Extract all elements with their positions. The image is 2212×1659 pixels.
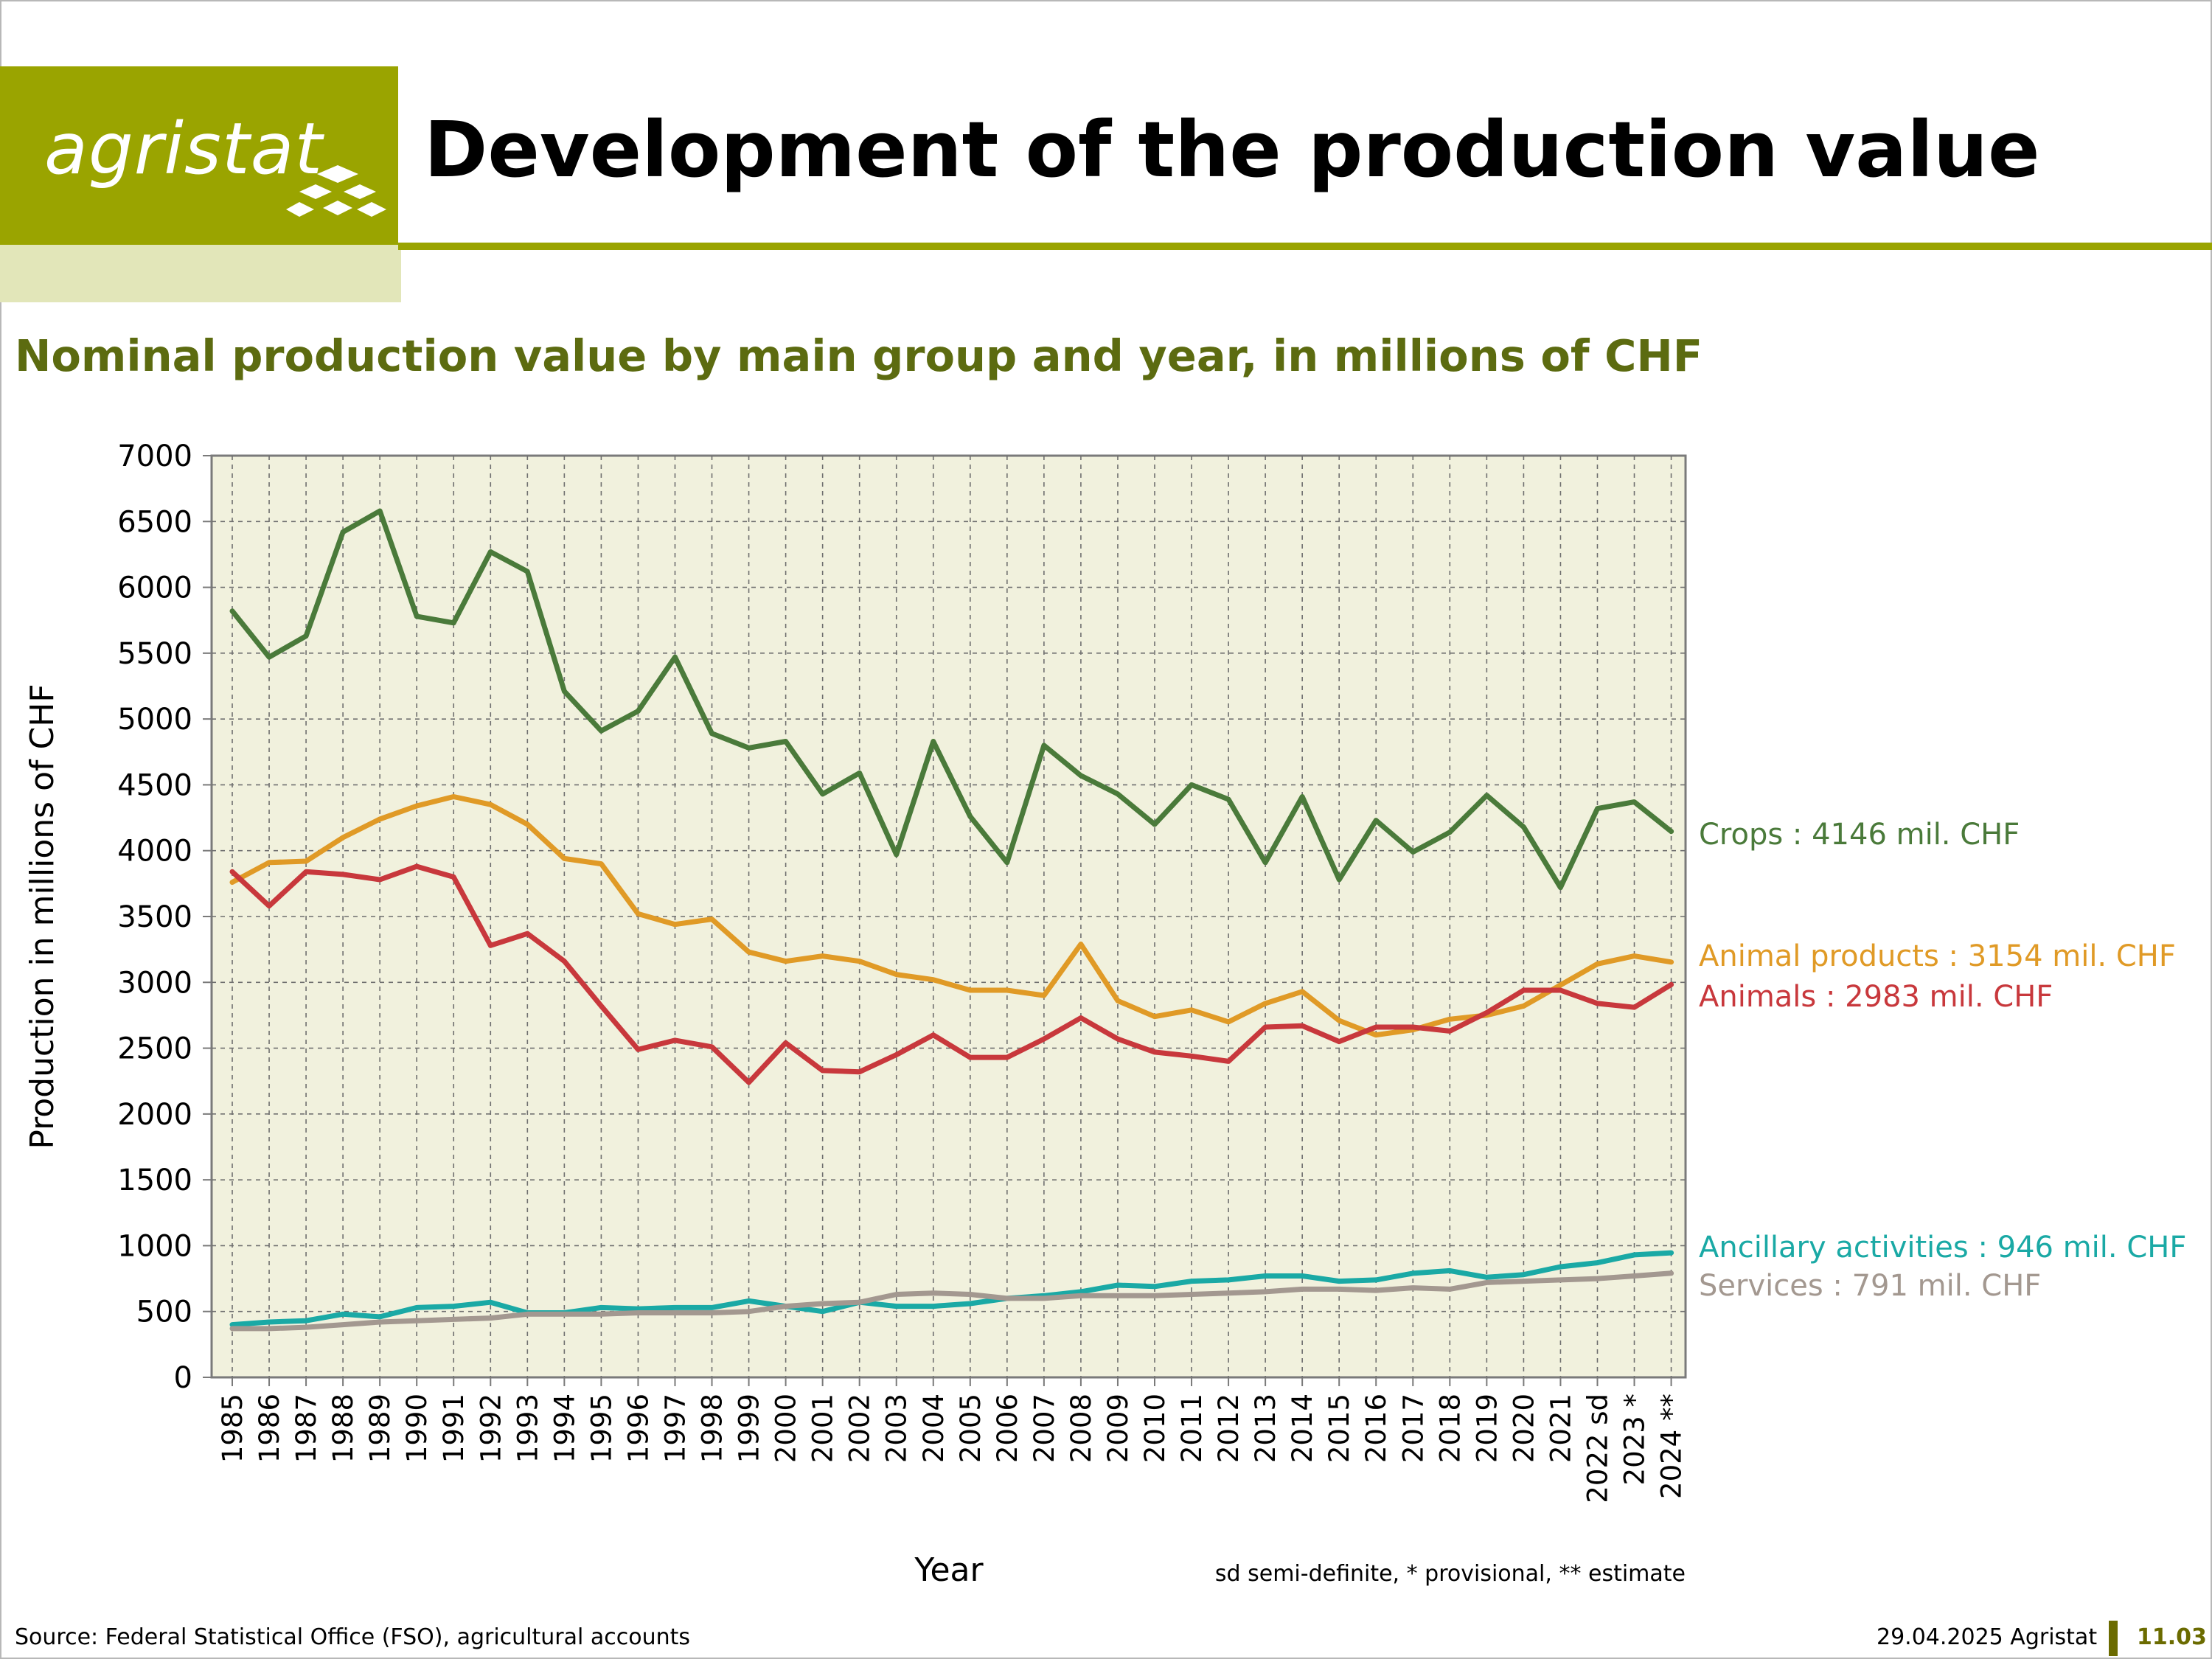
logo-banner xyxy=(0,66,398,245)
x-tick-label: 2019 xyxy=(1471,1394,1503,1463)
x-tick-label: 2014 xyxy=(1287,1394,1318,1463)
x-tick-label: 2005 xyxy=(955,1394,987,1463)
x-tick-label: 2018 xyxy=(1434,1394,1466,1463)
x-tick-label: 2017 xyxy=(1397,1394,1429,1463)
x-tick-label: 2006 xyxy=(992,1394,1023,1463)
series-line-services xyxy=(229,1270,1674,1332)
title-rule xyxy=(398,243,2212,250)
x-tick-label: 1997 xyxy=(659,1394,691,1463)
y-axis-label: Production in millions of CHF xyxy=(24,684,61,1149)
source-note: Source: Federal Statistical Office (FSO)… xyxy=(15,1624,691,1650)
y-tick-label: 7000 xyxy=(117,439,192,473)
y-tick-label: 1000 xyxy=(117,1229,192,1263)
series-labels: Crops : 4146 mil. CHF Animal products : 3… xyxy=(1699,818,2186,1303)
x-tick-label: 2011 xyxy=(1176,1394,1208,1463)
x-tick-label: 2008 xyxy=(1065,1394,1097,1463)
series-label-services: Services : 791 mil. CHF xyxy=(1699,1269,2041,1303)
series-line-crops xyxy=(229,508,1674,891)
y-tick-label: 3000 xyxy=(117,966,192,1000)
x-tick-label: 1989 xyxy=(364,1394,396,1463)
x-tick-label: 2020 xyxy=(1508,1394,1540,1463)
y-tick-label: 4500 xyxy=(117,768,192,802)
x-tick-label: 2023 * xyxy=(1619,1394,1651,1485)
x-tick-label: 1988 xyxy=(327,1394,359,1463)
x-tick-label: 2000 xyxy=(771,1394,802,1463)
series-label-ancillary-activities: Ancillary activities : 946 mil. CHF xyxy=(1699,1231,2186,1265)
y-tick-label: 2000 xyxy=(117,1098,192,1132)
x-tick-label: 2007 xyxy=(1029,1394,1060,1463)
x-tick-label: 2001 xyxy=(807,1394,839,1463)
x-tick-label: 2010 xyxy=(1139,1394,1171,1463)
series-line-animal-products xyxy=(229,794,1674,1038)
chart-footnote: sd semi-definite, * provisional, ** esti… xyxy=(1215,1561,1686,1587)
x-tick-label: 1990 xyxy=(401,1394,433,1463)
x-tick-label: 2012 xyxy=(1213,1394,1245,1463)
x-tick-label: 1987 xyxy=(291,1394,322,1463)
x-tick-label: 2013 xyxy=(1250,1394,1281,1463)
x-tick-label: 1991 xyxy=(438,1394,470,1463)
x-tick-label: 1986 xyxy=(254,1394,285,1463)
x-tick-label: 1985 xyxy=(217,1394,248,1463)
x-tick-label: 1995 xyxy=(585,1394,617,1463)
x-tick-label: 1992 xyxy=(475,1394,507,1463)
logo-text: agristat xyxy=(44,108,324,190)
x-tick-label: 2016 xyxy=(1360,1394,1392,1463)
footer-date: 29.04.2025 Agristat xyxy=(1877,1624,2098,1650)
y-tick-label: 500 xyxy=(136,1295,192,1329)
x-tick-label: 2022 sd xyxy=(1582,1394,1613,1503)
y-tick-label: 6500 xyxy=(117,505,192,539)
y-tick-label: 2500 xyxy=(117,1032,192,1066)
page-title: Development of the production value xyxy=(424,105,2040,195)
y-tick-label: 5500 xyxy=(117,637,192,671)
y-axis: 0 500 1000 1500 2000 2500 3000 3500 4000 4500 5000… xyxy=(117,439,212,1395)
x-axis-label: Year xyxy=(914,1551,984,1589)
x-tick-label: 1993 xyxy=(512,1394,543,1463)
x-tick-label: 1998 xyxy=(697,1394,728,1463)
y-tick-label: 0 xyxy=(174,1361,192,1395)
x-tick-label: 1996 xyxy=(622,1394,654,1463)
logo-diamonds-icon xyxy=(286,165,386,217)
y-tick-label: 3500 xyxy=(117,900,192,934)
y-tick-label: 6000 xyxy=(117,571,192,605)
chart-subtitle: Nominal production value by main group a… xyxy=(15,330,1703,381)
y-tick-label: 5000 xyxy=(117,703,192,737)
x-tick-label: 1994 xyxy=(549,1394,580,1463)
y-tick-label: 1500 xyxy=(117,1164,192,1197)
x-tick-label: 2015 xyxy=(1324,1394,1355,1463)
x-tick-label: 2021 xyxy=(1545,1394,1576,1463)
x-tick-label: 2002 xyxy=(844,1394,876,1463)
series-label-animals: Animals : 2983 mil. CHF xyxy=(1699,980,2053,1014)
grid-lines xyxy=(212,456,1686,1377)
series-line-animals xyxy=(229,863,1674,1085)
footer-divider xyxy=(2109,1621,2118,1656)
page-number: 11.03 xyxy=(2137,1624,2207,1650)
series-lines xyxy=(229,508,1674,1332)
logo-banner-shadow xyxy=(0,245,401,302)
x-tick-label: 2009 xyxy=(1102,1394,1134,1463)
x-tick-label: 1999 xyxy=(734,1394,765,1463)
series-label-animal-products: Animal products : 3154 mil. CHF xyxy=(1699,939,2176,973)
x-tick-label: 2003 xyxy=(881,1394,913,1463)
series-label-crops: Crops : 4146 mil. CHF xyxy=(1699,818,2020,852)
x-axis: 1985 1986 1987 1988 1989 1990 1991 1992 1993 1994… xyxy=(217,1377,1688,1503)
x-tick-label: 2004 xyxy=(918,1394,950,1463)
series-line-ancillary-activities xyxy=(229,1250,1674,1328)
x-tick-label: 2024 ** xyxy=(1656,1394,1688,1499)
y-tick-label: 4000 xyxy=(117,835,192,869)
